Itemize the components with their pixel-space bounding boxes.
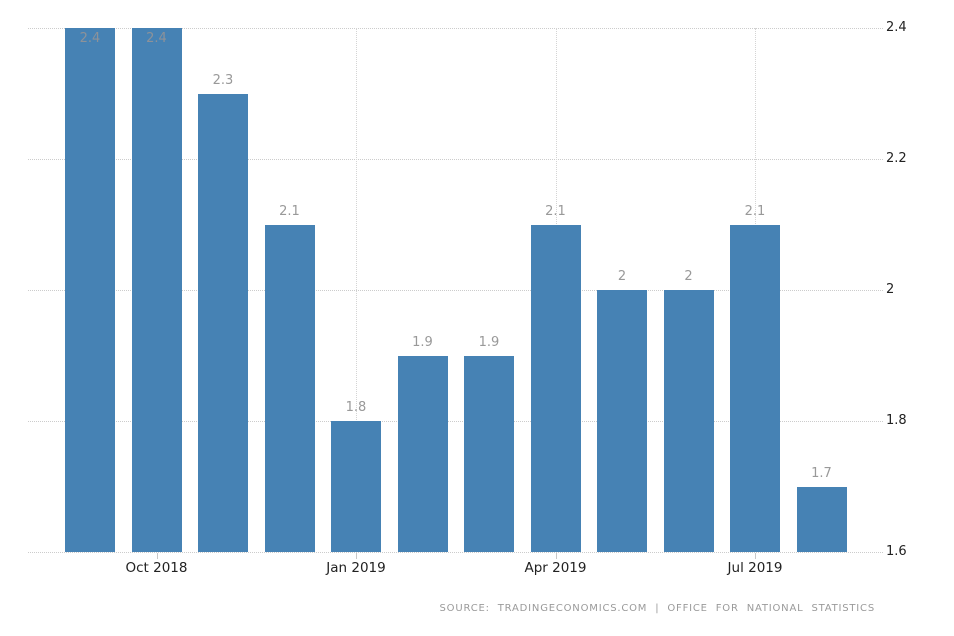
gridline-horizontal [28, 290, 883, 291]
bar-value-label: 1.9 [478, 334, 500, 350]
bar[interactable] [198, 93, 248, 552]
gridline-vertical [356, 28, 357, 552]
x-axis-tick-label: Apr 2019 [524, 560, 587, 576]
y-axis-tick-label: 2.4 [886, 20, 907, 35]
bar-value-label: 2.4 [146, 31, 167, 46]
y-axis-tick-label: 1.6 [886, 544, 907, 559]
bar-value-label: 1.7 [811, 465, 832, 481]
bar-value-label: 2 [684, 269, 693, 284]
bar[interactable] [331, 421, 381, 552]
bar[interactable] [464, 355, 514, 552]
bar-value-label: 2.1 [744, 203, 766, 219]
y-axis-tick-label: 2 [886, 282, 895, 297]
x-axis-tick [555, 553, 557, 559]
x-axis-tick [156, 553, 158, 559]
bar[interactable] [730, 224, 780, 552]
gridline-horizontal [28, 28, 883, 29]
source-caption: SOURCE: TRADINGECONOMICS.COM | OFFICE FO… [439, 603, 875, 614]
x-axis-tick-label: Oct 2018 [125, 560, 188, 576]
x-axis-tick-label: Jul 2019 [727, 560, 783, 576]
gridline-horizontal [28, 421, 883, 422]
bar-value-label: 2.1 [279, 203, 300, 219]
bar-value-label: 2.3 [212, 72, 234, 88]
x-axis-tick-label: Jan 2019 [326, 560, 386, 576]
x-axis-tick [356, 553, 357, 559]
y-axis-tick-label: 1.8 [886, 413, 907, 428]
bar-value-label: 2.4 [79, 31, 101, 46]
x-axis-line [28, 552, 883, 553]
bar[interactable] [530, 224, 581, 552]
x-axis-tick [755, 553, 756, 559]
gridline-horizontal [28, 159, 883, 160]
bar[interactable] [397, 355, 448, 552]
bar-value-label: 1.8 [345, 400, 367, 415]
bar[interactable] [663, 290, 714, 552]
bar-value-label: 2 [617, 269, 627, 284]
bar-value-label: 1.9 [412, 334, 433, 350]
bar[interactable] [131, 28, 182, 552]
bar[interactable] [264, 224, 315, 552]
bar[interactable] [796, 486, 847, 552]
bar[interactable] [597, 290, 647, 552]
bar[interactable] [65, 28, 115, 552]
y-axis-tick-label: 2.2 [886, 151, 907, 166]
bar-value-label: 2.1 [545, 203, 566, 219]
